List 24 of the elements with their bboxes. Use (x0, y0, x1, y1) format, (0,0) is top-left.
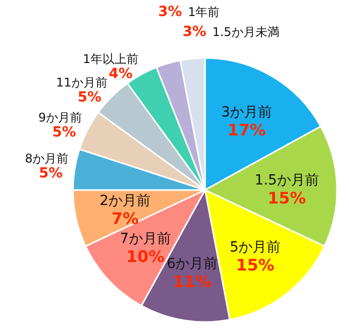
slice-label: 8か月前 (25, 151, 69, 166)
slice-label: 1年以上前 (82, 52, 139, 66)
data-label: 5% (52, 124, 76, 140)
data-label: 4% (108, 66, 133, 82)
slice-label: 1.5か月前 (254, 172, 319, 188)
data-label: 7% (112, 208, 139, 228)
slice-label: 1.5か月未満 (212, 25, 280, 39)
data-label: 15% (268, 188, 306, 208)
data-label: 15% (236, 256, 274, 275)
data-label: 3% (182, 24, 206, 40)
slice-label: 3か月前 (221, 104, 272, 121)
slice-label: 1年前 (188, 5, 220, 19)
data-label: 11% (173, 272, 212, 291)
data-label: 3% (158, 4, 182, 20)
slice-label: 6か月前 (166, 256, 218, 272)
slice-label: 2か月前 (100, 192, 151, 209)
slice-label: 9か月前 (38, 110, 82, 124)
data-label: 17% (228, 120, 266, 140)
slice-label: 7か月前 (120, 231, 171, 248)
slice-label: 5か月前 (230, 240, 281, 256)
data-label: 5% (38, 165, 63, 182)
slice-label: 11か月前 (56, 75, 108, 90)
data-label: 5% (78, 89, 102, 106)
data-label: 10% (126, 247, 164, 266)
